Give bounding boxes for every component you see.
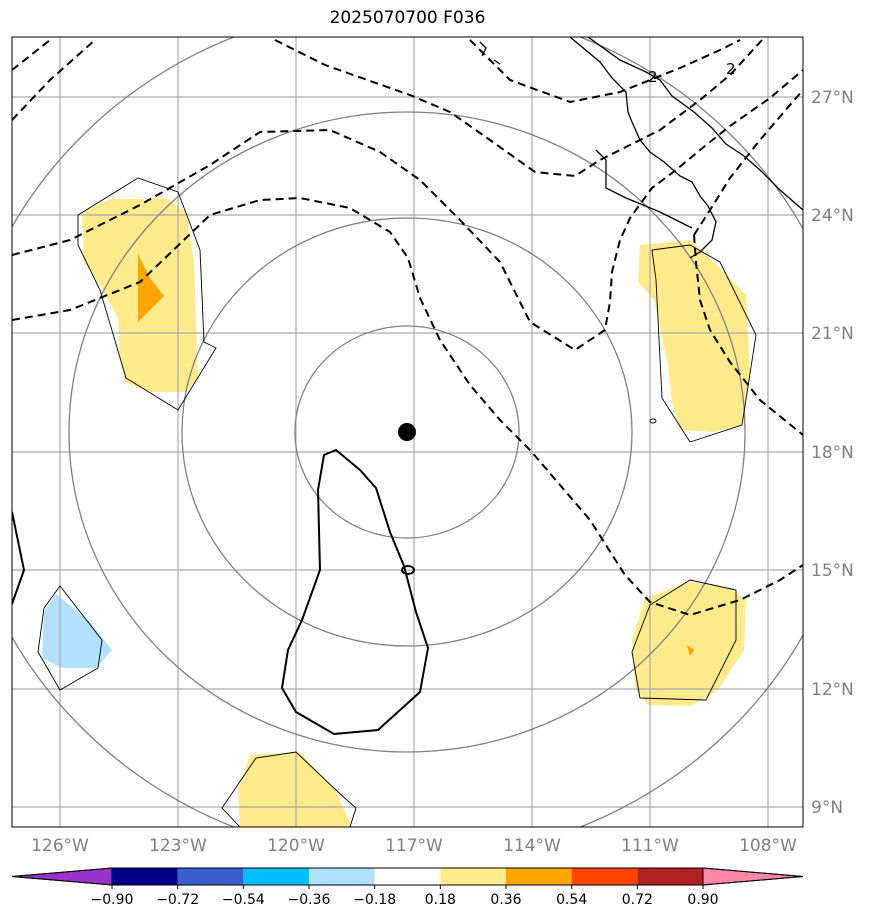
colorbar-segment xyxy=(440,868,506,885)
contour-left-edge xyxy=(12,511,26,605)
range-rings xyxy=(12,37,803,827)
positive-anomaly-region-east xyxy=(638,240,750,432)
lon-label: 111°W xyxy=(621,836,679,856)
strong-anomaly-spot-southeast xyxy=(687,645,694,656)
colorbar-segment xyxy=(637,868,703,885)
storm-center-marker xyxy=(398,423,416,441)
lat-label: 15°N xyxy=(811,561,854,581)
small-closed-contour xyxy=(401,565,415,575)
colorbar-extend-high xyxy=(702,867,804,886)
colorbar: −0.90 −0.72 −0.54 −0.36 −0.18 0.18 0.36 0.54 0.7… xyxy=(11,867,804,908)
lon-label: 123°W xyxy=(149,836,207,856)
outline-contours xyxy=(37,177,757,827)
lat-label: 21°N xyxy=(811,324,854,344)
lat-label: 27°N xyxy=(811,88,854,108)
contour-label: 2 xyxy=(648,68,658,86)
lon-label: 120°W xyxy=(267,836,325,856)
dashed-contours xyxy=(12,39,803,617)
colorbar-segment xyxy=(112,868,178,885)
colorbar-segment xyxy=(374,868,441,885)
colorbar-tick-label: 0.54 xyxy=(556,892,587,908)
colorbar-segment xyxy=(309,868,375,885)
lat-label: 18°N xyxy=(811,443,854,463)
colorbar-tick-label: 0.36 xyxy=(490,892,521,908)
lon-label: 114°W xyxy=(503,836,561,856)
lon-label: 108°W xyxy=(739,836,797,856)
map-plot-area: 2 2 xyxy=(12,37,803,827)
positive-anomaly-region-south xyxy=(238,752,352,827)
colorbar-segment xyxy=(243,868,309,885)
colorbar-tick-label: 0.18 xyxy=(425,892,456,908)
lon-label: 126°W xyxy=(31,836,89,856)
contour-label: 2 xyxy=(726,60,736,78)
colorbar-segment xyxy=(506,868,572,885)
coastline xyxy=(479,37,803,259)
lat-label: 12°N xyxy=(811,680,854,700)
positive-anomaly-region-southeast xyxy=(632,582,746,706)
colorbar-segment xyxy=(177,868,244,885)
map-title: 2025070700 F036 xyxy=(329,8,486,28)
strong-anomaly-region-northwest xyxy=(138,254,164,322)
solid-contours xyxy=(12,448,430,736)
latitude-labels: 27°N 24°N 21°N 18°N 15°N 12°N 9°N xyxy=(811,88,854,818)
colorbar-segment xyxy=(571,868,638,885)
colorbar-tick-label: −0.18 xyxy=(353,892,396,908)
lat-label: 9°N xyxy=(811,798,843,818)
colorbar-tick-label: 0.72 xyxy=(622,892,653,908)
colorbar-extend-low xyxy=(11,867,113,886)
colorbar-tick-label: 0.90 xyxy=(687,892,718,908)
colorbar-tick-label: −0.90 xyxy=(91,892,134,908)
colorbar-tick-label: −0.72 xyxy=(156,892,199,908)
closed-contour-center xyxy=(280,448,430,736)
lat-label: 24°N xyxy=(811,206,854,226)
lon-label: 117°W xyxy=(385,836,443,856)
colorbar-tick-label: −0.36 xyxy=(288,892,331,908)
longitude-labels: 126°W 123°W 120°W 117°W 114°W 111°W 108°… xyxy=(31,836,797,856)
map-frame xyxy=(11,36,804,828)
colorbar-tick-label: −0.54 xyxy=(222,892,265,908)
